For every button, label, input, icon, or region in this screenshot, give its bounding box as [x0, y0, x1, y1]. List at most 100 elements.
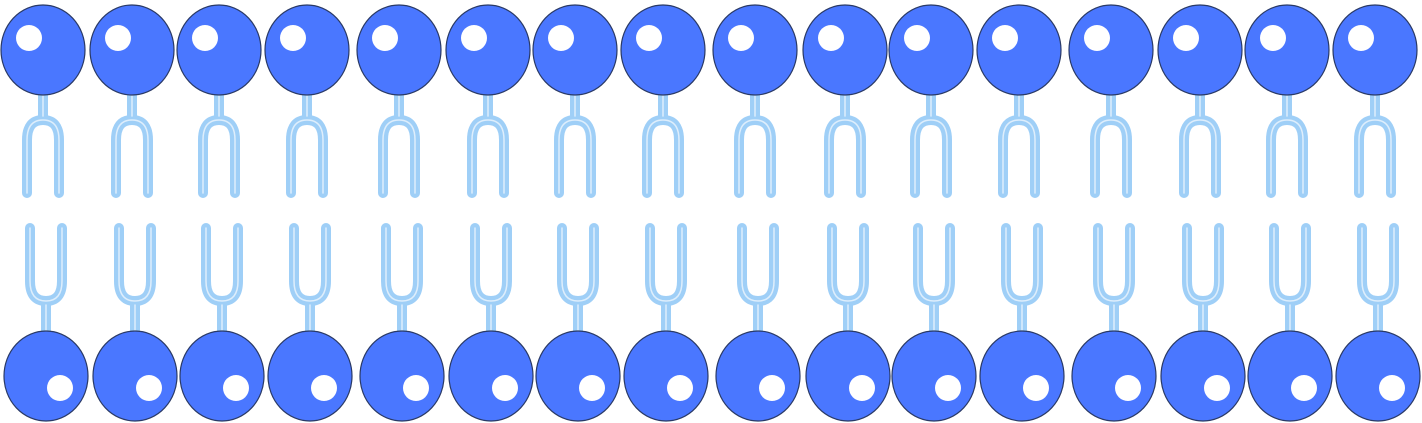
head-highlight — [1291, 375, 1317, 401]
hydrophilic-head — [803, 5, 887, 95]
head-highlight — [1173, 25, 1199, 51]
phospholipid — [446, 5, 530, 193]
fatty-acid-tails — [291, 88, 323, 193]
phospholipid — [716, 228, 800, 421]
fatty-acid-tails — [206, 228, 238, 333]
phospholipid — [1069, 5, 1153, 193]
fatty-acid-tails — [562, 228, 594, 333]
hydrophilic-head — [1158, 5, 1242, 95]
fatty-acid-tails — [1006, 228, 1038, 333]
phospholipid — [177, 5, 261, 193]
hydrophilic-head — [4, 331, 88, 421]
fatty-acid-tails — [203, 88, 235, 193]
phospholipid — [1, 5, 85, 193]
phospholipid — [980, 228, 1064, 421]
head-highlight — [904, 25, 930, 51]
fatty-acid-tails — [1098, 228, 1130, 333]
fatty-acid-tails — [1274, 228, 1306, 333]
hydrophilic-head — [265, 5, 349, 95]
phospholipid — [93, 228, 177, 421]
fatty-acid-tails — [1003, 88, 1035, 193]
phospholipid — [1161, 228, 1245, 421]
hydrophilic-head — [977, 5, 1061, 95]
fatty-acid-tails — [294, 228, 326, 333]
phospholipid — [357, 5, 441, 193]
phospholipid — [889, 5, 973, 193]
fatty-acid-tails — [27, 88, 59, 193]
hydrophilic-head — [93, 331, 177, 421]
fatty-acid-tails — [1359, 88, 1391, 193]
fatty-acid-tails — [386, 228, 418, 333]
hydrophilic-head — [1333, 5, 1417, 95]
fatty-acid-tails — [1362, 228, 1394, 333]
hydrophilic-head — [621, 5, 705, 95]
fatty-acid-tails — [647, 88, 679, 193]
hydrophilic-head — [1069, 5, 1153, 95]
hydrophilic-head — [716, 331, 800, 421]
hydrophilic-head — [180, 331, 264, 421]
head-highlight — [1023, 375, 1049, 401]
hydrophilic-head — [1072, 331, 1156, 421]
phospholipid — [533, 5, 617, 193]
fatty-acid-tails — [918, 228, 950, 333]
phospholipid — [892, 228, 976, 421]
fatty-acid-tails — [383, 88, 415, 193]
hydrophilic-head — [892, 331, 976, 421]
fatty-acid-tails — [1187, 228, 1219, 333]
head-highlight — [579, 375, 605, 401]
fatty-acid-tails — [1095, 88, 1127, 193]
hydrophilic-head — [1, 5, 85, 95]
fatty-acid-tails — [915, 88, 947, 193]
head-highlight — [403, 375, 429, 401]
hydrophilic-head — [90, 5, 174, 95]
fatty-acid-tails — [475, 228, 507, 333]
phospholipid — [977, 5, 1061, 193]
fatty-acid-tails — [116, 88, 148, 193]
fatty-acid-tails — [829, 88, 861, 193]
fatty-acid-tails — [119, 228, 151, 333]
head-highlight — [548, 25, 574, 51]
phospholipid — [265, 5, 349, 193]
head-highlight — [1084, 25, 1110, 51]
phospholipid — [1333, 5, 1417, 193]
head-highlight — [1260, 25, 1286, 51]
fatty-acid-tails — [742, 228, 774, 333]
phospholipid — [1336, 228, 1420, 421]
phospholipid — [449, 228, 533, 421]
bottom-leaflet — [4, 228, 1420, 421]
hydrophilic-head — [889, 5, 973, 95]
head-highlight — [818, 25, 844, 51]
fatty-acid-tails — [650, 228, 682, 333]
head-highlight — [192, 25, 218, 51]
hydrophilic-head — [806, 331, 890, 421]
phospholipid — [180, 228, 264, 421]
head-highlight — [1348, 25, 1374, 51]
phospholipid — [806, 228, 890, 421]
head-highlight — [1379, 375, 1405, 401]
fatty-acid-tails — [739, 88, 771, 193]
head-highlight — [372, 25, 398, 51]
hydrophilic-head — [449, 331, 533, 421]
fatty-acid-tails — [472, 88, 504, 193]
hydrophilic-head — [533, 5, 617, 95]
phospholipid — [624, 228, 708, 421]
head-highlight — [311, 375, 337, 401]
fatty-acid-tails — [1271, 88, 1303, 193]
fatty-acid-tails — [1184, 88, 1216, 193]
head-highlight — [16, 25, 42, 51]
phospholipid — [90, 5, 174, 193]
hydrophilic-head — [713, 5, 797, 95]
phospholipid — [268, 228, 352, 421]
head-highlight — [759, 375, 785, 401]
head-highlight — [1115, 375, 1141, 401]
head-highlight — [935, 375, 961, 401]
head-highlight — [105, 25, 131, 51]
hydrophilic-head — [446, 5, 530, 95]
head-highlight — [280, 25, 306, 51]
hydrophilic-head — [536, 331, 620, 421]
phospholipid — [360, 228, 444, 421]
phospholipid — [4, 228, 88, 421]
phospholipid — [1158, 5, 1242, 193]
top-leaflet — [1, 5, 1417, 193]
